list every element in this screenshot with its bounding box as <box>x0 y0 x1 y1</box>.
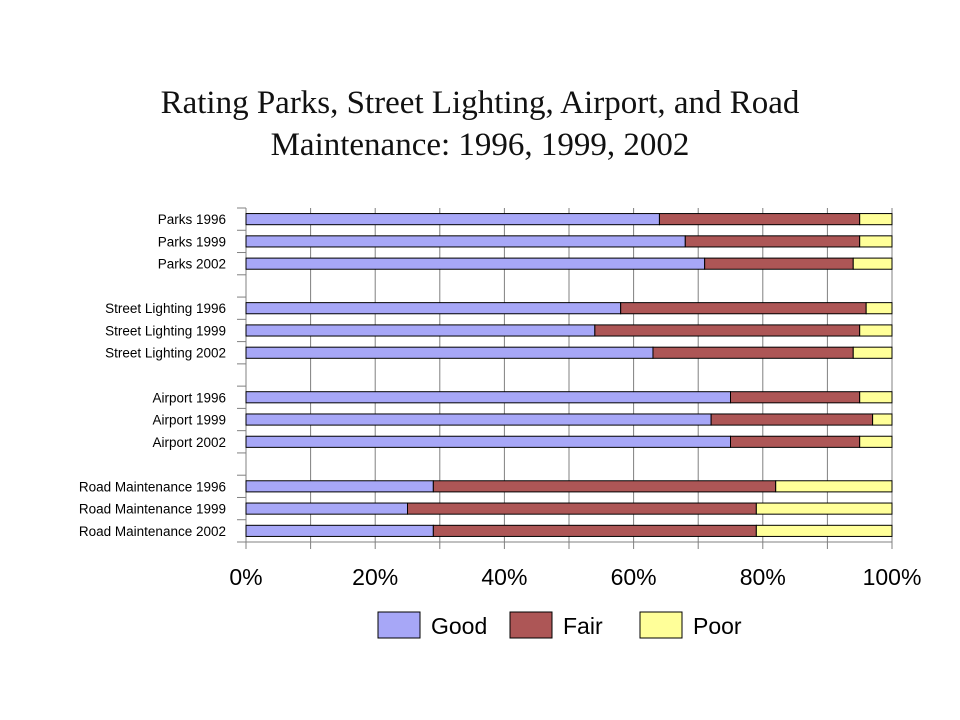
category-label-airport-1999: Airport 1999 <box>152 413 226 428</box>
x-tick-label-80: 80% <box>740 564 786 590</box>
bar-good-parks-1996 <box>245 213 660 226</box>
bar-poor-parks-1996 <box>859 213 893 226</box>
bar-good-road-maintenance-1996 <box>245 480 434 493</box>
category-label-road-maintenance-1999: Road Maintenance 1999 <box>79 502 226 517</box>
bar-fair-street-lighting-1999 <box>594 324 861 337</box>
bar-fair-airport-1999 <box>710 413 874 426</box>
bar-fair-parks-1996 <box>658 213 861 226</box>
bar-good-parks-1999 <box>245 235 686 248</box>
bar-fair-road-maintenance-1999 <box>407 502 757 515</box>
bar-fair-road-maintenance-2002 <box>432 524 757 537</box>
bar-good-airport-1999 <box>245 413 712 426</box>
bar-fair-airport-1996 <box>730 391 861 404</box>
bar-fair-road-maintenance-1996 <box>432 480 777 493</box>
bar-fair-airport-2002 <box>730 435 861 448</box>
bar-poor-road-maintenance-2002 <box>755 524 893 537</box>
x-tick-label-40: 40% <box>481 564 527 590</box>
legend-label-good: Good <box>431 613 487 639</box>
bar-fair-parks-2002 <box>704 257 854 270</box>
bar-good-airport-2002 <box>245 435 731 448</box>
category-label-parks-1996: Parks 1996 <box>158 212 226 227</box>
bar-poor-airport-1999 <box>872 413 893 426</box>
category-label-airport-2002: Airport 2002 <box>152 435 226 450</box>
category-label-road-maintenance-1996: Road Maintenance 1996 <box>79 479 226 494</box>
category-label-street-lighting-2002: Street Lighting 2002 <box>105 346 226 361</box>
legend-swatch-poor <box>639 611 683 639</box>
legend-swatch-good <box>377 611 421 639</box>
bar-poor-street-lighting-2002 <box>852 346 893 359</box>
bar-good-road-maintenance-2002 <box>245 524 434 537</box>
bar-good-airport-1996 <box>245 391 731 404</box>
x-tick-label-100: 100% <box>863 564 922 590</box>
bar-good-street-lighting-1996 <box>245 302 622 315</box>
chart-title-line-2: Maintenance: 1996, 1999, 2002 <box>270 127 690 163</box>
bar-poor-street-lighting-1999 <box>859 324 893 337</box>
bar-poor-road-maintenance-1996 <box>775 480 893 493</box>
bar-good-road-maintenance-1999 <box>245 502 408 515</box>
bar-poor-parks-1999 <box>859 235 893 248</box>
legend-label-fair: Fair <box>563 613 603 639</box>
category-label-road-maintenance-2002: Road Maintenance 2002 <box>79 524 226 539</box>
bar-good-parks-2002 <box>245 257 706 270</box>
x-tick-label-0: 0% <box>229 564 262 590</box>
category-label-street-lighting-1999: Street Lighting 1999 <box>105 323 226 338</box>
category-label-parks-1999: Parks 1999 <box>158 234 226 249</box>
bar-fair-parks-1999 <box>684 235 861 248</box>
x-tick-label-20: 20% <box>352 564 398 590</box>
bar-good-street-lighting-1999 <box>245 324 596 337</box>
bar-fair-street-lighting-2002 <box>652 346 854 359</box>
category-label-parks-2002: Parks 2002 <box>158 257 226 272</box>
bar-good-street-lighting-2002 <box>245 346 654 359</box>
chart-title-line-1: Rating Parks, Street Lighting, Airport, … <box>160 85 800 121</box>
bar-poor-airport-2002 <box>859 435 893 448</box>
category-label-street-lighting-1996: Street Lighting 1996 <box>105 301 226 316</box>
bar-poor-airport-1996 <box>859 391 893 404</box>
legend-label-poor: Poor <box>693 613 742 639</box>
x-tick-label-60: 60% <box>611 564 657 590</box>
bar-poor-road-maintenance-1999 <box>755 502 893 515</box>
legend-swatch-fair <box>509 611 553 639</box>
bar-poor-street-lighting-1996 <box>865 302 893 315</box>
bar-poor-parks-2002 <box>852 257 893 270</box>
bar-fair-street-lighting-1996 <box>620 302 867 315</box>
category-label-airport-1996: Airport 1996 <box>152 390 226 405</box>
chart-title: Rating Parks, Street Lighting, Airport, … <box>60 82 900 166</box>
